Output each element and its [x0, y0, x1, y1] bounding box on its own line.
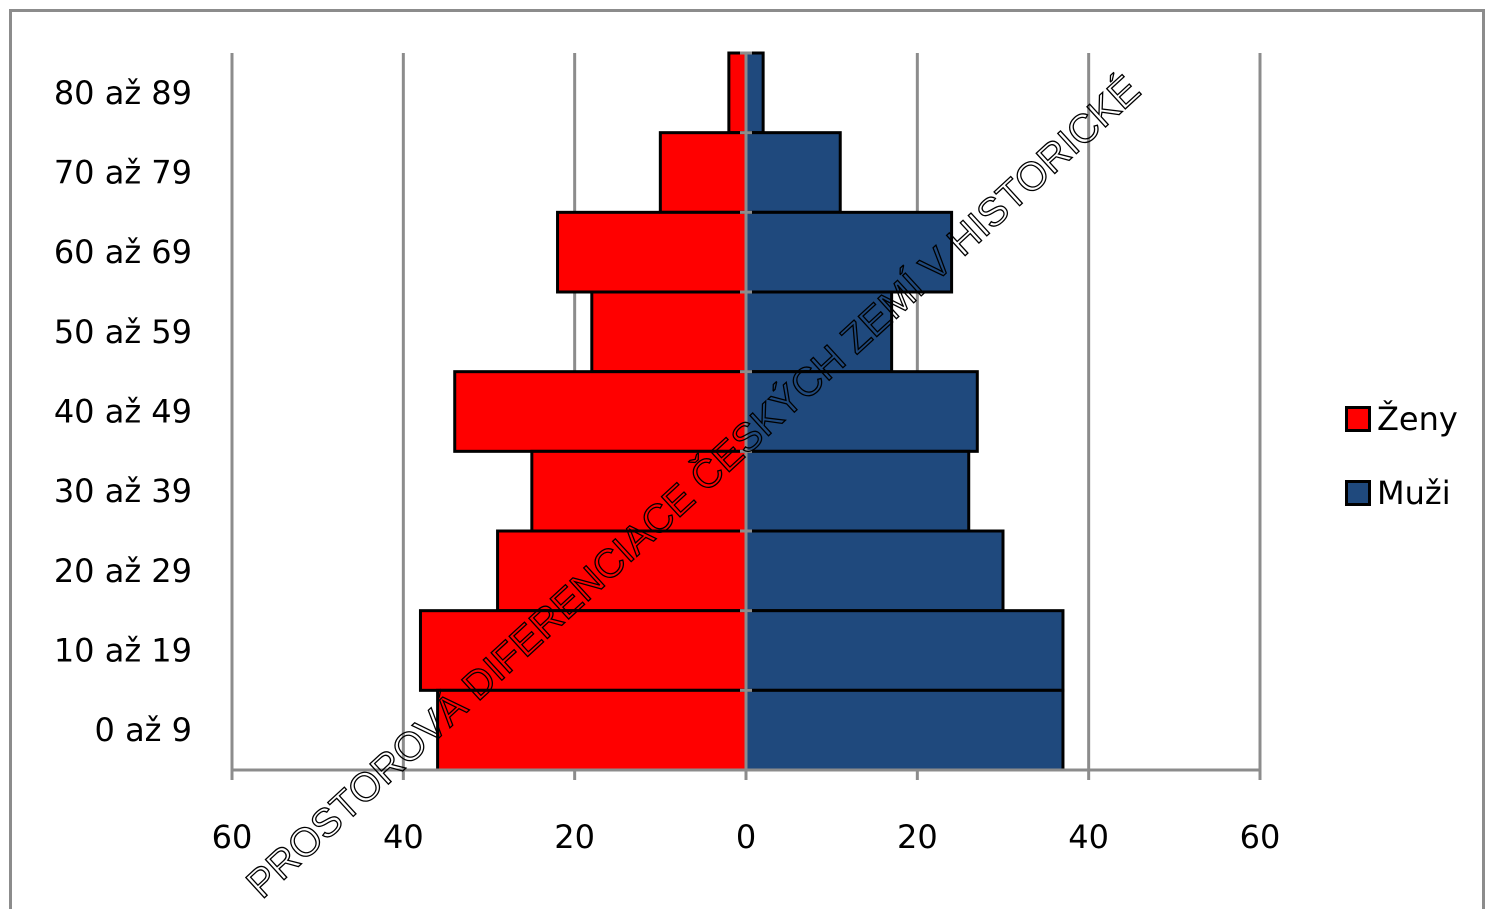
y-tick-label-5: 30 až 39 — [54, 472, 192, 510]
bar-zeny-6 — [496, 529, 748, 613]
bar-muzi-6 — [744, 529, 1005, 613]
bar-muzi-5 — [744, 449, 971, 533]
chart-frame — [9, 9, 1485, 909]
bar-muzi-3 — [744, 290, 894, 374]
x-tick-label-3: 0 — [736, 818, 756, 856]
y-tick-label-7: 10 až 19 — [54, 632, 192, 670]
bar-muzi-7 — [744, 609, 1065, 692]
x-tick-label-5: 40 — [1068, 818, 1109, 856]
y-tick-label-1: 70 až 79 — [54, 154, 192, 192]
legend-item-zeny: Ženy — [1345, 400, 1458, 438]
bar-zeny-7 — [418, 609, 748, 692]
y-tick-label-2: 60 až 69 — [54, 233, 192, 271]
x-tick-label-1: 40 — [383, 818, 424, 856]
bar-zeny-3 — [590, 290, 748, 374]
bar-muzi-2 — [744, 210, 954, 294]
bar-zeny-4 — [453, 370, 748, 453]
x-tick-label-2: 20 — [554, 818, 595, 856]
y-tick-label-3: 50 až 59 — [54, 313, 192, 351]
bar-zeny-5 — [530, 449, 748, 533]
legend-swatch-muzi — [1345, 480, 1371, 506]
y-tick-label-8: 0 až 9 — [95, 711, 192, 749]
legend-label-muzi: Muži — [1377, 474, 1451, 512]
x-tick-label-0: 60 — [212, 818, 253, 856]
legend-label-zeny: Ženy — [1377, 400, 1458, 438]
x-tick-label-4: 20 — [897, 818, 938, 856]
bar-zeny-8 — [436, 688, 748, 772]
legend-item-muzi: Muži — [1345, 474, 1451, 512]
bar-zeny-1 — [658, 131, 748, 214]
bar-muzi-1 — [744, 131, 842, 214]
bar-muzi-8 — [744, 688, 1065, 772]
y-tick-label-0: 80 až 89 — [54, 74, 192, 112]
y-tick-label-4: 40 až 49 — [54, 393, 192, 431]
legend-swatch-zeny — [1345, 406, 1371, 432]
bar-muzi-4 — [744, 370, 979, 453]
bar-zeny-2 — [556, 210, 748, 294]
bar-muzi-0 — [744, 51, 765, 135]
y-tick-label-6: 20 až 29 — [54, 552, 192, 590]
bar-zeny-0 — [727, 51, 748, 135]
x-tick-label-6: 60 — [1240, 818, 1281, 856]
